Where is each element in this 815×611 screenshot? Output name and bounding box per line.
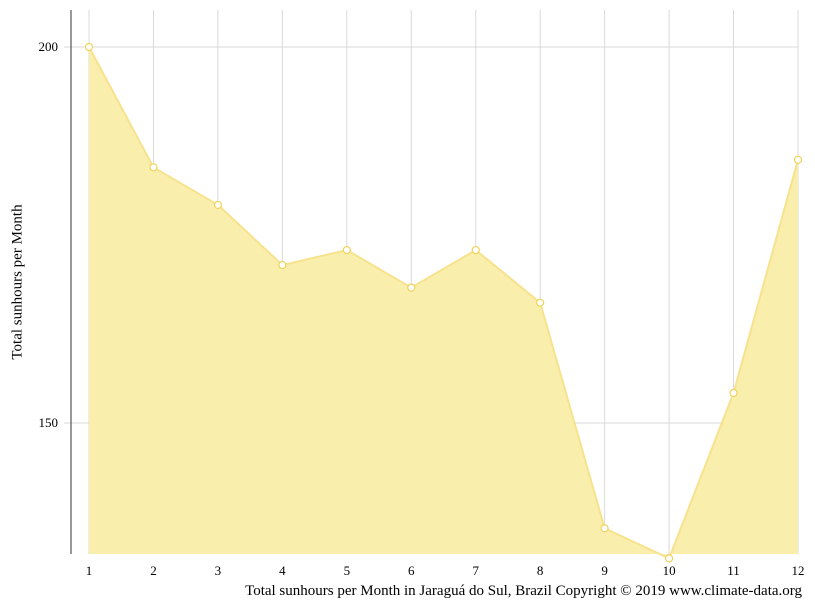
data-point-month-4 <box>278 260 287 270</box>
data-point-month-9 <box>600 524 609 533</box>
data-point-month-6 <box>407 283 416 292</box>
data-point-month-8 <box>536 298 545 307</box>
data-point-month-5 <box>342 245 351 255</box>
x-tick-label: 7 <box>472 563 479 578</box>
area-series <box>88 46 799 560</box>
data-point-month-3 <box>213 200 223 210</box>
y-tick-label: 200 <box>39 39 59 54</box>
data-point-month-10 <box>664 554 674 563</box>
x-tick-label: 4 <box>279 563 286 578</box>
data-point-month-2 <box>149 163 158 172</box>
data-point-month-1 <box>84 42 94 52</box>
x-tick-label: 8 <box>537 563 544 578</box>
x-tick-label: 12 <box>792 563 805 578</box>
series-line <box>88 46 799 560</box>
data-point-month-12 <box>793 155 803 164</box>
area-fill <box>89 47 798 559</box>
markers <box>84 42 803 563</box>
x-tick-label: 9 <box>601 563 608 578</box>
data-point-month-11 <box>729 388 738 398</box>
x-tick-label: 1 <box>86 563 93 578</box>
data-point-month-7 <box>471 245 480 255</box>
x-tick-label: 6 <box>408 563 415 578</box>
y-axis-label: Total sunhours per Month <box>9 204 26 360</box>
x-tick-label: 5 <box>344 563 351 578</box>
chart-caption: Total sunhours per Month in Jaraguá do S… <box>245 583 802 599</box>
x-tick-label: 2 <box>150 563 157 578</box>
x-tick-label: 11 <box>727 563 740 578</box>
x-tick-label: 10 <box>663 563 676 578</box>
y-tick-label: 150 <box>39 415 59 430</box>
x-tick-label: 3 <box>215 563 222 578</box>
